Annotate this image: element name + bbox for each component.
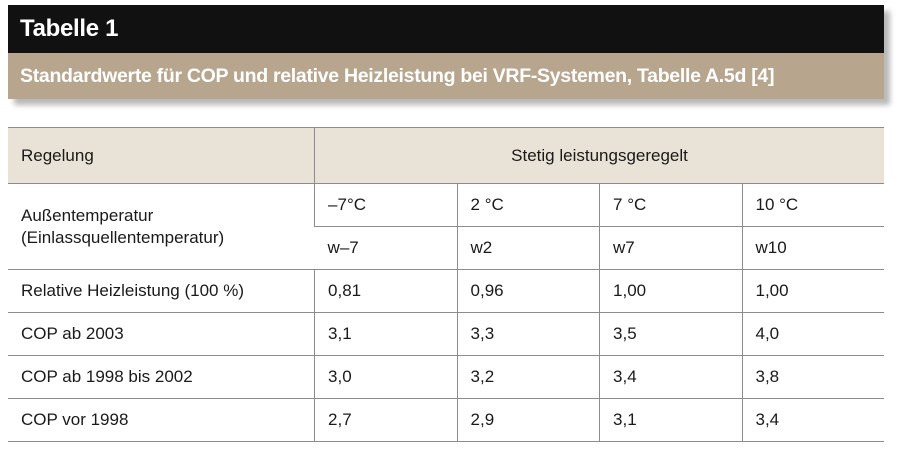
temperature-cell: 10 °C xyxy=(741,183,884,227)
value-cell: 4,0 xyxy=(741,312,884,356)
temperature-cell: 7 °C xyxy=(599,183,742,227)
table-subtitle: Standardwerte für COP und relative Heizl… xyxy=(8,53,884,99)
row-label-aussentemperatur: Außentemperatur (Einlassquellentemperatu… xyxy=(8,183,315,270)
row-label: COP ab 1998 bis 2002 xyxy=(8,355,315,399)
row-label: COP ab 2003 xyxy=(8,312,315,356)
value-cell: 3,2 xyxy=(456,355,600,399)
row-label-line: Außentemperatur xyxy=(21,205,154,225)
value-cell: 2,7 xyxy=(314,398,458,442)
value-cell: 3,4 xyxy=(599,355,742,399)
data-table: Regelung Stetig leistungsgeregelt Außent… xyxy=(8,127,884,442)
value-cell: 3,4 xyxy=(741,398,884,442)
code-row: w–7 w2 w7 w10 xyxy=(8,226,884,270)
header-stetig-leistungsgeregelt: Stetig leistungsgeregelt xyxy=(314,127,884,184)
value-cell: 3,0 xyxy=(314,355,458,399)
value-cell: 3,1 xyxy=(314,312,458,356)
table-row: COP ab 2003 3,1 3,3 3,5 4,0 xyxy=(8,312,884,356)
value-cell: 3,8 xyxy=(741,355,884,399)
value-cell: 1,00 xyxy=(599,269,742,313)
code-cell: w2 xyxy=(456,226,600,270)
value-cell: 2,9 xyxy=(456,398,600,442)
row-label: COP vor 1998 xyxy=(8,398,315,442)
temperature-cell: –7°C xyxy=(314,183,458,227)
row-label: Relative Heizleistung (100 %) xyxy=(8,269,315,313)
table-row: COP ab 1998 bis 2002 3,0 3,2 3,4 3,8 xyxy=(8,355,884,399)
value-cell: 0,96 xyxy=(456,269,600,313)
table-caption: Tabelle 1 Standardwerte für COP und rela… xyxy=(8,5,884,99)
code-cell: w–7 xyxy=(314,226,458,270)
temperature-cell: 2 °C xyxy=(456,183,600,227)
temperature-row: Außentemperatur (Einlassquellentemperatu… xyxy=(8,183,884,270)
value-cell: 0,81 xyxy=(314,269,458,313)
value-cell: 3,3 xyxy=(456,312,600,356)
table-row: Relative Heizleistung (100 %) 0,81 0,96 … xyxy=(8,269,884,313)
table-header-row: Regelung Stetig leistungsgeregelt xyxy=(8,127,884,184)
code-cell: w10 xyxy=(741,226,884,270)
row-label-line: (Einlassquellentemperatur) xyxy=(21,227,225,247)
table-row: COP vor 1998 2,7 2,9 3,1 3,4 xyxy=(8,398,884,442)
code-cell: w7 xyxy=(599,226,742,270)
value-cell: 1,00 xyxy=(741,269,884,313)
header-regelung: Regelung xyxy=(8,127,315,184)
value-cell: 3,5 xyxy=(599,312,742,356)
value-cell: 3,1 xyxy=(599,398,742,442)
table-title: Tabelle 1 xyxy=(8,5,884,53)
